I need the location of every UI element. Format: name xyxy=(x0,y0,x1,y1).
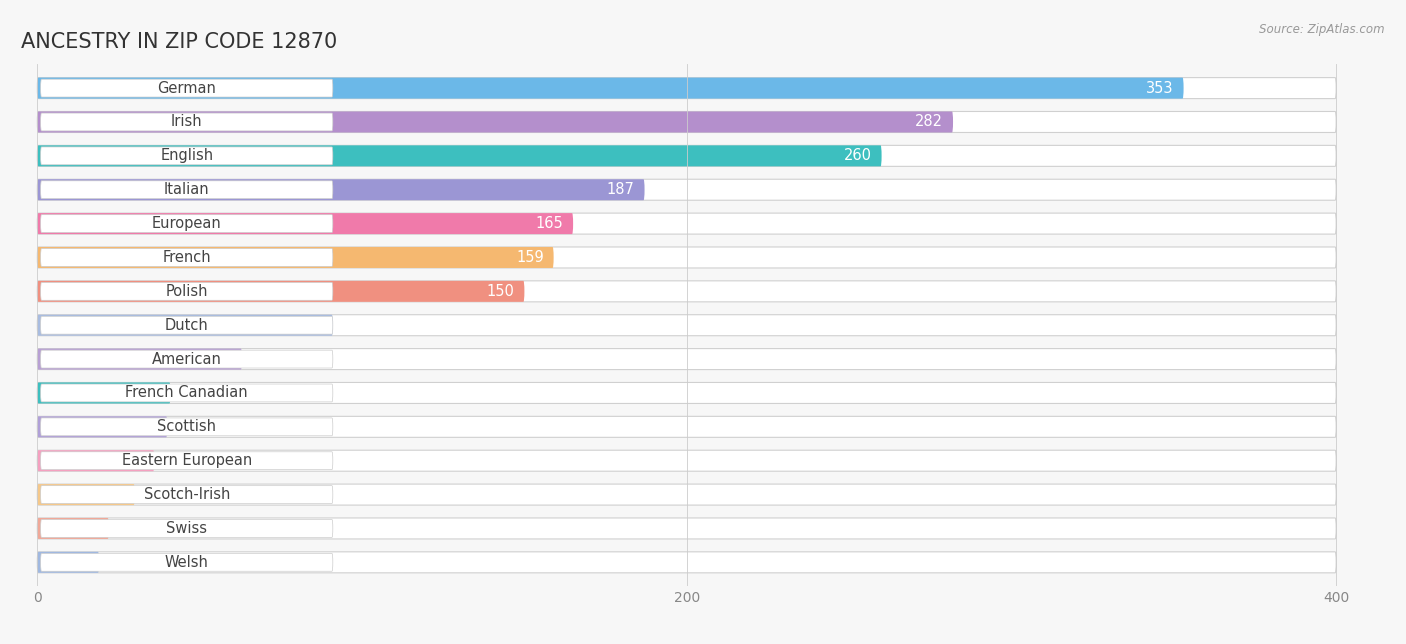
Text: Italian: Italian xyxy=(165,182,209,197)
FancyBboxPatch shape xyxy=(41,520,333,537)
FancyBboxPatch shape xyxy=(38,146,882,166)
Text: French Canadian: French Canadian xyxy=(125,386,247,401)
FancyBboxPatch shape xyxy=(41,147,333,165)
Text: Scottish: Scottish xyxy=(157,419,217,434)
Text: 22: 22 xyxy=(80,521,98,536)
Text: 30: 30 xyxy=(107,487,125,502)
FancyBboxPatch shape xyxy=(41,350,333,368)
FancyBboxPatch shape xyxy=(41,316,333,334)
FancyBboxPatch shape xyxy=(38,518,108,539)
Text: Source: ZipAtlas.com: Source: ZipAtlas.com xyxy=(1260,23,1385,35)
Text: 36: 36 xyxy=(127,453,145,468)
FancyBboxPatch shape xyxy=(41,249,333,267)
Text: Scotch-Irish: Scotch-Irish xyxy=(143,487,231,502)
FancyBboxPatch shape xyxy=(38,518,1336,539)
Text: American: American xyxy=(152,352,222,366)
FancyBboxPatch shape xyxy=(38,315,1336,336)
Text: 91: 91 xyxy=(305,317,323,333)
Text: European: European xyxy=(152,216,222,231)
Text: 63: 63 xyxy=(214,352,232,366)
FancyBboxPatch shape xyxy=(41,181,333,198)
FancyBboxPatch shape xyxy=(38,179,1336,200)
FancyBboxPatch shape xyxy=(38,552,98,573)
Text: 150: 150 xyxy=(486,284,515,299)
FancyBboxPatch shape xyxy=(38,348,242,370)
FancyBboxPatch shape xyxy=(38,247,1336,268)
FancyBboxPatch shape xyxy=(41,418,333,436)
FancyBboxPatch shape xyxy=(38,552,1336,573)
FancyBboxPatch shape xyxy=(38,213,1336,234)
FancyBboxPatch shape xyxy=(41,214,333,232)
FancyBboxPatch shape xyxy=(38,416,1336,437)
FancyBboxPatch shape xyxy=(38,315,333,336)
FancyBboxPatch shape xyxy=(38,484,135,505)
Text: 159: 159 xyxy=(516,250,544,265)
Text: Swiss: Swiss xyxy=(166,521,207,536)
FancyBboxPatch shape xyxy=(41,553,333,571)
FancyBboxPatch shape xyxy=(41,486,333,504)
Text: Polish: Polish xyxy=(166,284,208,299)
Text: English: English xyxy=(160,148,214,164)
FancyBboxPatch shape xyxy=(38,213,574,234)
Text: French: French xyxy=(162,250,211,265)
Text: 41: 41 xyxy=(142,386,160,401)
FancyBboxPatch shape xyxy=(38,383,1336,403)
Text: Dutch: Dutch xyxy=(165,317,208,333)
FancyBboxPatch shape xyxy=(38,247,554,268)
FancyBboxPatch shape xyxy=(41,452,333,469)
Text: 19: 19 xyxy=(70,555,90,570)
FancyBboxPatch shape xyxy=(41,79,333,97)
Text: 282: 282 xyxy=(915,115,943,129)
FancyBboxPatch shape xyxy=(38,78,1336,99)
FancyBboxPatch shape xyxy=(38,450,1336,471)
Text: Irish: Irish xyxy=(172,115,202,129)
FancyBboxPatch shape xyxy=(38,450,155,471)
FancyBboxPatch shape xyxy=(38,383,170,403)
FancyBboxPatch shape xyxy=(41,283,333,300)
FancyBboxPatch shape xyxy=(38,111,1336,133)
FancyBboxPatch shape xyxy=(41,384,333,402)
FancyBboxPatch shape xyxy=(38,416,167,437)
Text: Welsh: Welsh xyxy=(165,555,208,570)
FancyBboxPatch shape xyxy=(38,484,1336,505)
FancyBboxPatch shape xyxy=(38,179,644,200)
FancyBboxPatch shape xyxy=(38,281,524,302)
FancyBboxPatch shape xyxy=(38,348,1336,370)
Text: ANCESTRY IN ZIP CODE 12870: ANCESTRY IN ZIP CODE 12870 xyxy=(21,32,337,52)
Text: German: German xyxy=(157,80,217,95)
FancyBboxPatch shape xyxy=(38,78,1184,99)
FancyBboxPatch shape xyxy=(38,146,1336,166)
Text: 165: 165 xyxy=(536,216,564,231)
Text: 353: 353 xyxy=(1146,80,1174,95)
FancyBboxPatch shape xyxy=(41,113,333,131)
Text: Eastern European: Eastern European xyxy=(121,453,252,468)
FancyBboxPatch shape xyxy=(38,281,1336,302)
Text: 260: 260 xyxy=(844,148,872,164)
FancyBboxPatch shape xyxy=(38,111,953,133)
Text: 187: 187 xyxy=(607,182,636,197)
Text: 40: 40 xyxy=(139,419,157,434)
